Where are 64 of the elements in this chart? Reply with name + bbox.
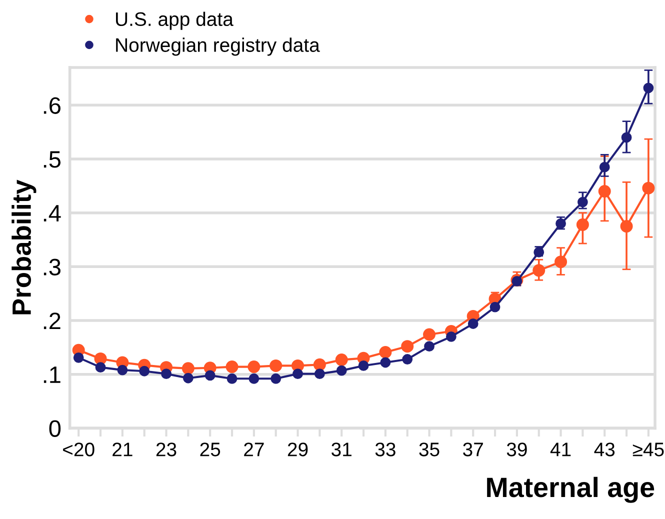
y-tick-label: .2 bbox=[44, 312, 60, 330]
x-tick-label: 29 bbox=[288, 442, 308, 456]
x-tick-label: 37 bbox=[463, 442, 483, 456]
point bbox=[599, 162, 610, 172]
x-tick-label: 21 bbox=[112, 442, 132, 456]
point bbox=[620, 220, 633, 233]
point bbox=[446, 331, 456, 342]
point bbox=[117, 364, 128, 376]
point bbox=[424, 341, 434, 352]
point bbox=[270, 359, 282, 372]
point bbox=[402, 354, 413, 364]
x-tick-label: 43 bbox=[594, 442, 615, 456]
point bbox=[248, 360, 260, 374]
point bbox=[380, 357, 391, 368]
x-tick-label: 25 bbox=[200, 442, 220, 456]
x-tick-label: 41 bbox=[550, 442, 571, 456]
x-tick-label: 33 bbox=[375, 442, 396, 456]
y-tick-label: .3 bbox=[44, 258, 60, 276]
point bbox=[314, 368, 325, 380]
point bbox=[468, 318, 478, 329]
point bbox=[577, 196, 588, 208]
y-tick-label: 0 bbox=[49, 420, 61, 437]
point bbox=[182, 362, 194, 375]
point bbox=[270, 373, 282, 384]
point bbox=[642, 182, 655, 194]
point bbox=[182, 372, 194, 384]
point bbox=[292, 368, 303, 380]
legend-label: U.S. app data bbox=[116, 12, 234, 30]
point bbox=[598, 185, 611, 198]
x-tick-label: ≥45 bbox=[632, 442, 664, 456]
point bbox=[423, 328, 436, 341]
point bbox=[335, 354, 348, 366]
point bbox=[643, 82, 654, 94]
point bbox=[490, 302, 500, 312]
point bbox=[313, 358, 326, 371]
x-axis-title: Maternal age bbox=[487, 476, 654, 503]
x-tick-label: 23 bbox=[156, 442, 176, 456]
y-tick-label: .5 bbox=[44, 151, 61, 168]
x-tick-label: 39 bbox=[506, 442, 527, 456]
point bbox=[226, 373, 238, 384]
y-tick-label: .6 bbox=[44, 97, 60, 114]
point bbox=[204, 370, 216, 381]
point bbox=[95, 362, 106, 373]
point bbox=[248, 373, 260, 384]
y-axis-title: Probability bbox=[12, 180, 36, 314]
x-tick-label: 27 bbox=[244, 442, 264, 456]
y-tick-label: .1 bbox=[44, 366, 60, 383]
point bbox=[621, 132, 632, 143]
y-tick-label: .4 bbox=[44, 205, 61, 222]
x-tick-label: <20 bbox=[63, 442, 94, 456]
point bbox=[226, 360, 238, 374]
x-tick-label: 31 bbox=[332, 442, 352, 456]
point bbox=[532, 264, 546, 277]
point bbox=[576, 218, 589, 231]
point bbox=[161, 368, 172, 380]
point bbox=[139, 366, 150, 376]
point bbox=[379, 346, 392, 359]
point bbox=[554, 256, 568, 268]
point bbox=[336, 365, 347, 376]
point bbox=[73, 352, 84, 363]
x-tick-label: 35 bbox=[419, 442, 440, 456]
point bbox=[358, 360, 369, 371]
legend-label: Norwegian registry data bbox=[116, 38, 320, 56]
point bbox=[401, 340, 414, 353]
